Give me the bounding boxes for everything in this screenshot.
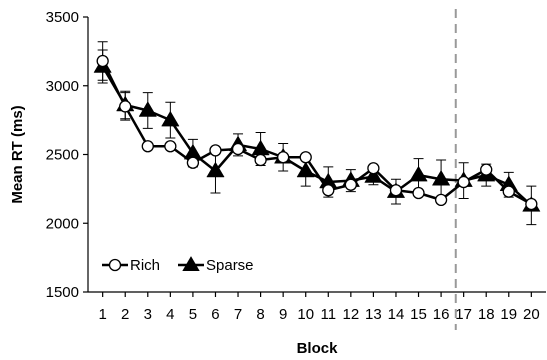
data-point — [209, 144, 222, 157]
data-point — [296, 161, 315, 178]
axes — [87, 17, 546, 293]
data-point — [231, 142, 245, 156]
series-rich — [96, 41, 538, 211]
data-point — [138, 101, 157, 117]
data-point — [364, 167, 383, 183]
data-point — [322, 184, 335, 197]
y-axis-title: Mean RT (ms) — [9, 105, 26, 203]
x-tick-label: 13 — [365, 306, 382, 323]
data-point — [277, 151, 290, 164]
legend-label-sparse: Sparse — [206, 257, 254, 274]
x-tick-label: 1 — [98, 306, 106, 323]
x-tick-label: 18 — [478, 306, 495, 323]
x-tick-label: 10 — [297, 306, 314, 323]
x-tick-label: 4 — [166, 306, 174, 323]
y-tick-label: 3000 — [46, 78, 79, 95]
x-tick-label: 6 — [211, 306, 219, 323]
x-tick-label: 20 — [523, 306, 540, 323]
data-point — [161, 110, 180, 127]
data-point — [344, 178, 357, 191]
data-point — [119, 100, 132, 113]
x-ticks: 1 2 3 4 5 6 7 8 9 10 11 12 13 14 15 16 17 18 19 20 — [98, 292, 540, 323]
x-tick-label: 12 — [342, 306, 359, 323]
data-point — [96, 54, 109, 68]
x-tick-label: 5 — [189, 306, 197, 323]
x-tick-label: 14 — [388, 306, 405, 323]
data-point — [367, 162, 380, 175]
series-sparse — [93, 49, 541, 226]
x-tick-label: 9 — [279, 306, 287, 323]
x-tick-label: 11 — [320, 306, 336, 323]
y-tick-label: 2500 — [46, 147, 79, 164]
data-point — [434, 193, 448, 207]
legend-label-rich: Rich — [130, 257, 160, 274]
y-tick-label: 1500 — [46, 284, 79, 301]
data-point — [254, 153, 267, 167]
data-point — [502, 185, 515, 198]
x-tick-label: 17 — [455, 306, 472, 323]
x-tick-label: 16 — [433, 306, 450, 323]
data-point — [206, 161, 225, 178]
data-point — [480, 163, 493, 176]
data-point — [412, 186, 425, 200]
data-point — [457, 175, 470, 189]
x-axis-title: Block — [297, 340, 339, 357]
x-tick-label: 8 — [256, 306, 264, 323]
data-point — [164, 140, 177, 153]
data-point — [186, 156, 200, 169]
legend-swatch-sparse-marker — [182, 256, 200, 271]
data-point — [389, 184, 403, 197]
data-point — [409, 165, 428, 182]
data-point — [299, 151, 312, 164]
x-tick-label: 15 — [410, 306, 427, 323]
y-tick-label: 3500 — [46, 9, 79, 26]
legend: Rich Sparse — [102, 256, 254, 274]
y-ticks: 1500 2000 2500 3000 3500 — [46, 9, 88, 301]
x-tick-label: 3 — [144, 306, 152, 323]
x-tick-label: 7 — [234, 306, 242, 323]
data-point — [141, 140, 154, 153]
y-tick-label: 2000 — [46, 215, 79, 232]
x-tick-label: 2 — [121, 306, 129, 323]
x-tick-label: 19 — [500, 306, 517, 323]
series-layer — [93, 41, 541, 226]
data-point — [431, 169, 451, 186]
legend-swatch-rich-marker — [108, 258, 122, 272]
data-point — [525, 197, 538, 211]
